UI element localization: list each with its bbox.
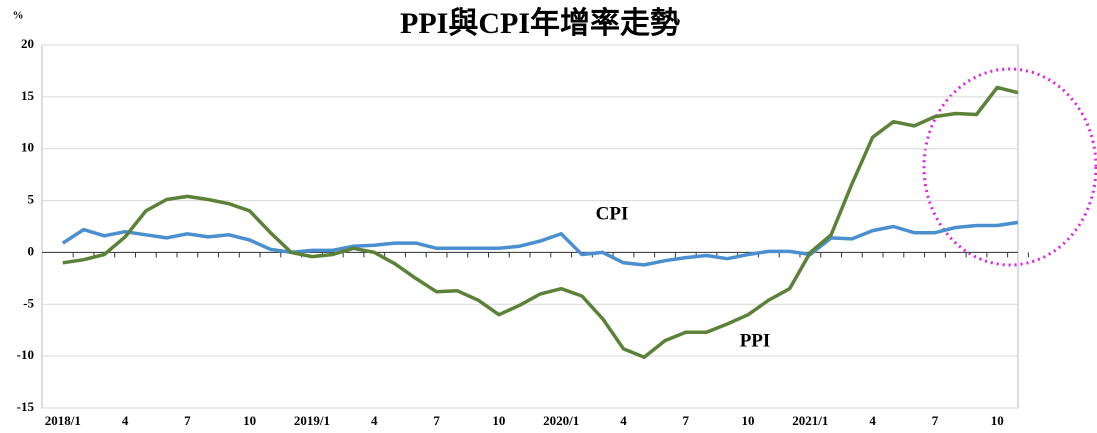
y-unit: %: [13, 10, 24, 22]
plot-frame: [41, 44, 1019, 409]
x-tick-label: 4: [122, 413, 129, 428]
series-label: CPI: [596, 203, 629, 224]
y-tick-label: -10: [17, 347, 34, 362]
x-tick-label: 10: [991, 413, 1004, 428]
x-tick-label: 10: [492, 413, 505, 428]
x-tick-label: 2018/1: [45, 413, 81, 428]
x-tick-label: 2019/1: [294, 413, 330, 428]
x-tick-label: 2020/1: [543, 413, 579, 428]
x-tick-label: 7: [932, 413, 939, 428]
chart-title: PPI與CPI年增率走勢: [400, 7, 680, 40]
y-tick-label: 20: [21, 36, 34, 51]
highlight-circle: [922, 67, 1097, 267]
series-line: [61, 220, 1019, 267]
x-tick-label: 10: [243, 413, 256, 428]
x-tick-label: 7: [433, 413, 440, 428]
x-tick-label: 4: [869, 413, 876, 428]
x-tick-label: 10: [742, 413, 755, 428]
x-tick-label: 7: [184, 413, 191, 428]
y-tick-label: 0: [28, 243, 35, 258]
x-tick-label: 7: [683, 413, 690, 428]
series-line: [62, 85, 1019, 359]
x-tick-label: 2021/1: [792, 413, 828, 428]
series-label: PPI: [740, 330, 771, 351]
y-tick-label: 5: [28, 192, 35, 207]
x-tick-label: 4: [620, 413, 627, 428]
y-tick-label: 10: [21, 140, 34, 155]
y-tick-label: 15: [21, 88, 35, 103]
x-tick-label: 4: [371, 413, 378, 428]
y-tick-label: -5: [23, 295, 34, 310]
y-tick-label: -15: [17, 399, 35, 414]
